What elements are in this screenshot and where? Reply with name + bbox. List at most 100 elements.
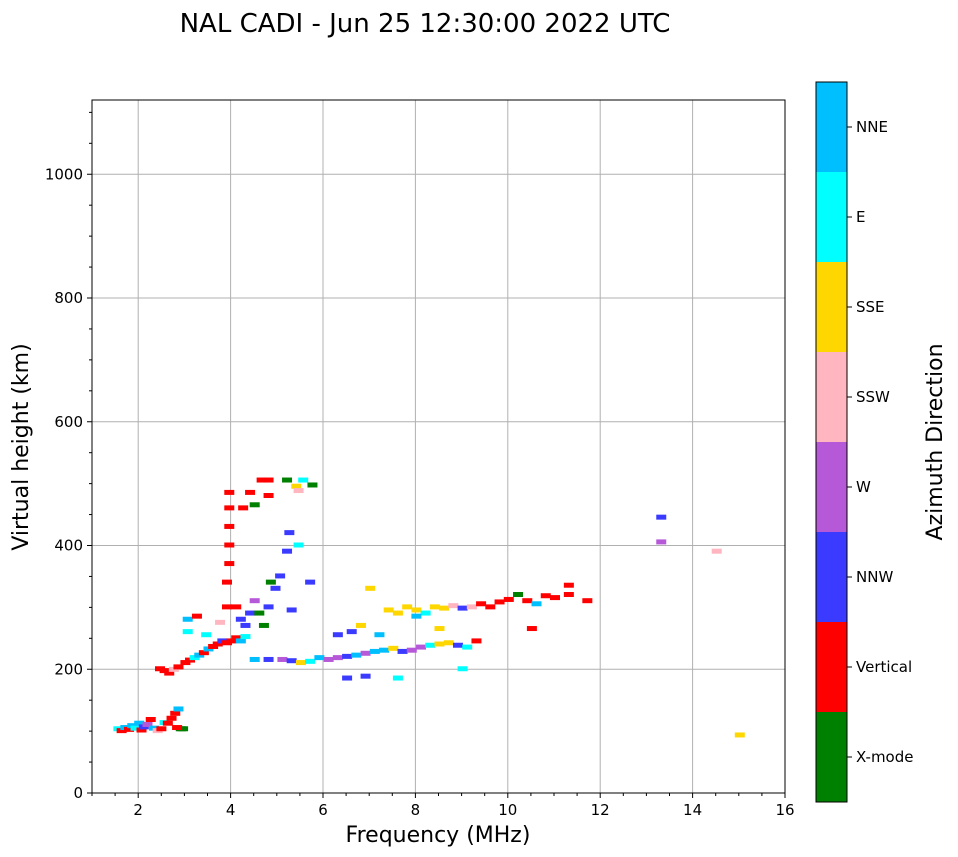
data-point <box>240 622 251 628</box>
colorbar-segment <box>816 352 847 442</box>
data-point <box>351 652 362 658</box>
data-point <box>434 626 445 632</box>
data-point <box>448 603 459 609</box>
data-point <box>201 632 212 638</box>
data-point <box>240 634 251 640</box>
data-point <box>425 642 436 648</box>
data-point <box>388 645 399 651</box>
data-point <box>221 579 232 585</box>
data-point <box>383 607 394 613</box>
x-tick-label: 4 <box>226 801 236 819</box>
data-point <box>226 638 237 644</box>
y-tick-label: 400 <box>54 537 83 555</box>
data-point <box>212 641 223 647</box>
x-tick-label: 10 <box>498 801 517 819</box>
colorbar-segment <box>816 82 847 172</box>
x-tick-label: 8 <box>411 801 421 819</box>
data-point <box>402 604 413 610</box>
colorbar-tick-label: NNE <box>856 118 888 136</box>
data-point <box>332 632 343 638</box>
data-point <box>170 710 181 716</box>
data-point <box>411 613 422 619</box>
data-point <box>173 706 184 712</box>
data-point <box>522 598 533 604</box>
chart-title: NAL CADI - Jun 25 12:30:00 2022 UTC <box>180 9 671 39</box>
data-point <box>258 622 269 628</box>
data-point <box>263 493 274 498</box>
data-point <box>462 644 473 650</box>
data-point <box>298 477 309 483</box>
data-point <box>374 632 385 638</box>
data-point <box>162 720 173 726</box>
data-point <box>365 585 376 591</box>
data-point <box>540 593 551 599</box>
data-point <box>305 579 316 585</box>
colorbar-tick-label: SSE <box>856 298 885 316</box>
data-point <box>434 641 445 647</box>
data-point <box>314 655 325 661</box>
data-point <box>231 635 242 641</box>
data-point <box>457 666 468 672</box>
data-point <box>198 650 209 656</box>
data-point <box>392 610 403 616</box>
data-point <box>275 573 286 579</box>
x-tick-label: 2 <box>133 801 143 819</box>
plot-frame <box>91 99 786 794</box>
data-point <box>291 483 302 489</box>
colorbar-tick-label: NNW <box>856 568 893 586</box>
data-point <box>142 721 153 727</box>
x-tick-label: 16 <box>775 801 794 819</box>
data-point <box>145 716 156 722</box>
data-point <box>360 673 371 679</box>
data-point <box>238 505 249 511</box>
data-point <box>136 727 147 733</box>
data-point <box>550 595 560 601</box>
data-point <box>277 656 288 662</box>
data-point <box>124 726 135 732</box>
data-point <box>397 648 408 654</box>
data-point <box>563 582 574 588</box>
data-point <box>656 514 667 520</box>
colorbar-label: Azimuth Direction <box>923 343 948 540</box>
data-point <box>429 604 440 610</box>
data-point <box>256 477 267 483</box>
data-point <box>284 530 295 536</box>
data-point <box>457 605 468 611</box>
data-point <box>293 542 304 548</box>
data-point <box>355 622 366 628</box>
data-point <box>164 670 175 676</box>
colorbar-tick-label: E <box>856 208 865 226</box>
x-tick-label: 6 <box>318 801 328 819</box>
colorbar-segment <box>816 622 847 712</box>
data-point <box>231 604 242 610</box>
data-point <box>379 647 390 653</box>
data-point <box>416 644 427 650</box>
data-point <box>346 629 357 635</box>
data-point <box>513 592 524 597</box>
data-point <box>466 604 477 610</box>
data-point <box>166 715 177 721</box>
x-axis-ticks: 2 4 6 8 10 12 14 16 <box>91 793 795 819</box>
data-point <box>235 638 246 644</box>
data-point <box>476 601 487 607</box>
y-axis-ticks: 0 200 400 600 800 1000 <box>45 111 92 802</box>
data-point <box>443 640 454 646</box>
data-points <box>113 477 745 738</box>
colorbar-segment <box>816 172 847 262</box>
data-point <box>215 619 226 625</box>
data-point <box>156 726 167 732</box>
colorbar-segment <box>816 532 847 622</box>
data-point <box>116 728 127 734</box>
data-point <box>342 675 353 681</box>
colorbar: X-mode Vertical NNW W SSW SSE E NNE <box>815 81 913 803</box>
data-point <box>173 664 184 670</box>
colorbar-tick-label: Vertical <box>856 658 912 676</box>
data-point <box>182 629 193 635</box>
y-tick-label: 600 <box>54 413 83 431</box>
y-tick-label: 800 <box>54 289 83 307</box>
data-point <box>563 592 574 597</box>
data-point <box>295 660 306 666</box>
x-axis-label: Frequency (MHz) <box>346 823 531 848</box>
data-point <box>172 725 183 731</box>
